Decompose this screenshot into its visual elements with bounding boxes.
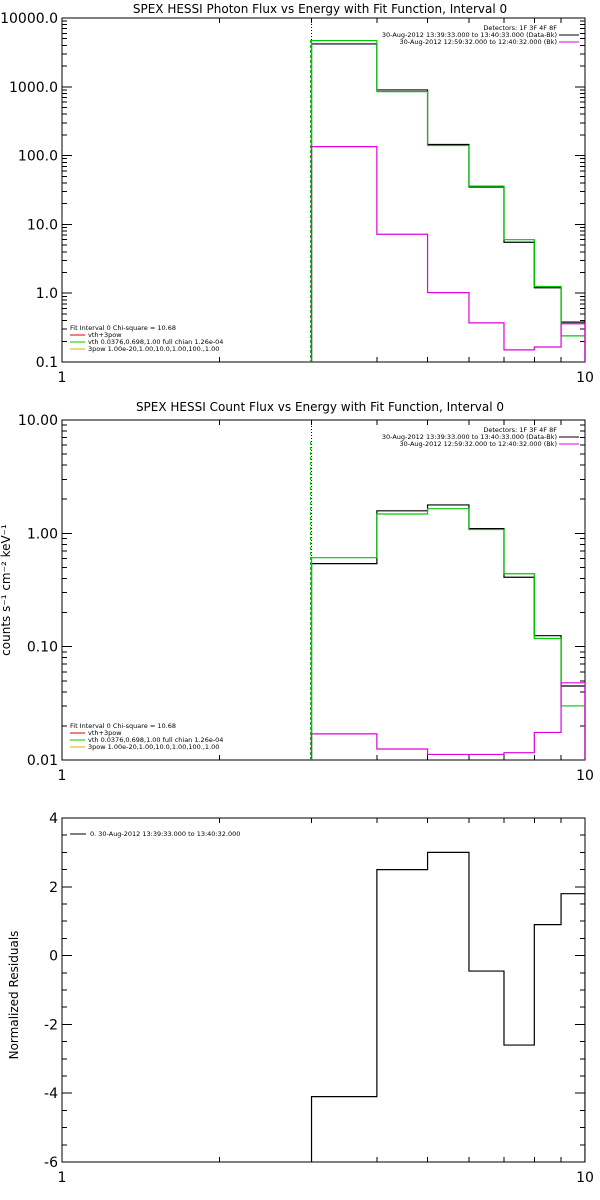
- photon-flux-title: SPEX HESSI Photon Flux vs Energy with Fi…: [133, 2, 507, 16]
- count-x-tick-label: 1: [58, 768, 67, 784]
- residual-series-0: [310, 851, 585, 1162]
- photon-legend-entry: 30-Aug-2012 12:59:32.000 to 12:40:32.000…: [400, 38, 557, 46]
- photon-fit-legend-entry: vth 0.0376,0.698,1.00 full chian 1.26e-0…: [88, 338, 223, 346]
- photon-x-tick-label: 1: [58, 370, 67, 386]
- photon-y-tick-label: 0.1: [36, 355, 58, 371]
- residual-x-tick-label: 10: [576, 1170, 594, 1186]
- count-flux-panel: SPEX HESSI Count Flux vs Energy with Fit…: [0, 400, 594, 784]
- photon-y-tick-label: 10.0: [27, 217, 58, 233]
- count-flux-title: SPEX HESSI Count Flux vs Energy with Fit…: [136, 400, 504, 414]
- photon-y-tick-label: 100.0: [18, 149, 58, 165]
- photon-fit-legend-title: Fit Interval 0 Chi-square = 10.68: [70, 324, 176, 332]
- photon-flux-panel: SPEX HESSI Photon Flux vs Energy with Fi…: [0, 2, 594, 386]
- count-y-tick-label: 1.00: [27, 526, 58, 542]
- count-fit-legend-title: Fit Interval 0 Chi-square = 10.68: [70, 722, 176, 730]
- residual-plot-frame: [61, 817, 586, 1163]
- count-series-0: [310, 504, 585, 760]
- residual-y-tick-label: -6: [44, 1155, 58, 1171]
- residual-y-tick-label: 0: [49, 949, 58, 965]
- residual-y-tick-label: -4: [44, 1086, 58, 1102]
- residual-y-tick-label: -2: [44, 1017, 58, 1033]
- count-series-1: [310, 508, 585, 760]
- photon-fit-legend-entry: vth+3pow: [88, 331, 122, 339]
- residuals-y-axis-label: Normalized Residuals: [7, 931, 21, 1060]
- count-series-2: [310, 682, 585, 760]
- residual-y-tick-label: 2: [49, 880, 58, 896]
- count-y-tick-label: 0.01: [27, 753, 58, 769]
- photon-y-tick-label: 1000.0: [9, 80, 58, 96]
- photon-series-0: [310, 43, 585, 362]
- count-fit-legend-entry: 3pow 1.00e-20,1.00,10.0,1.00,100.,1.00: [88, 743, 219, 751]
- count-flux-y-axis-label: counts s⁻¹ cm⁻² keV⁻¹: [0, 524, 13, 656]
- count-legend-title: Detectors: 1F 3F 4F 8F: [483, 426, 557, 434]
- photon-legend-title: Detectors: 1F 3F 4F 8F: [483, 24, 557, 32]
- residual-y-tick-label: 4: [49, 811, 58, 827]
- count-plot-frame: [61, 419, 586, 761]
- photon-y-tick-label: 10000.0: [0, 11, 58, 27]
- photon-fit-legend-entry: 3pow 1.00e-20,1.00,10.0,1.00,100.,1.00: [88, 345, 219, 353]
- count-fit-legend-entry: vth+3pow: [88, 729, 122, 737]
- residual-x-tick-label: 1: [58, 1170, 67, 1186]
- residual-legend-entry: 0. 30-Aug-2012 13:39:33.000 to 13:40:32.…: [90, 830, 240, 838]
- count-legend-entry: 30-Aug-2012 12:59:32.000 to 12:40:32.000…: [400, 440, 557, 448]
- count-y-tick-label: 0.10: [27, 640, 58, 656]
- count-fit-legend-entry: vth 0.0376,0.698,1.00 full chian 1.26e-0…: [88, 736, 223, 744]
- photon-plot-frame: [61, 17, 586, 363]
- photon-x-tick-label: 10: [576, 370, 594, 386]
- photon-series-2: [310, 146, 585, 362]
- count-legend-entry: 30-Aug-2012 13:39:33.000 to 13:40:33.000…: [382, 433, 557, 441]
- photon-series-1: [310, 39, 585, 362]
- residuals-panel: Normalized Residuals 1 10 -6 -4 -2 0 2 4 0. 30-A…: [7, 811, 594, 1186]
- photon-y-tick-label: 1.0: [36, 286, 58, 302]
- count-y-tick-label: 10.00: [18, 413, 58, 429]
- photon-legend-entry: 30-Aug-2012 13:39:33.000 to 13:40:33.000…: [382, 31, 557, 39]
- count-x-tick-label: 10: [576, 768, 594, 784]
